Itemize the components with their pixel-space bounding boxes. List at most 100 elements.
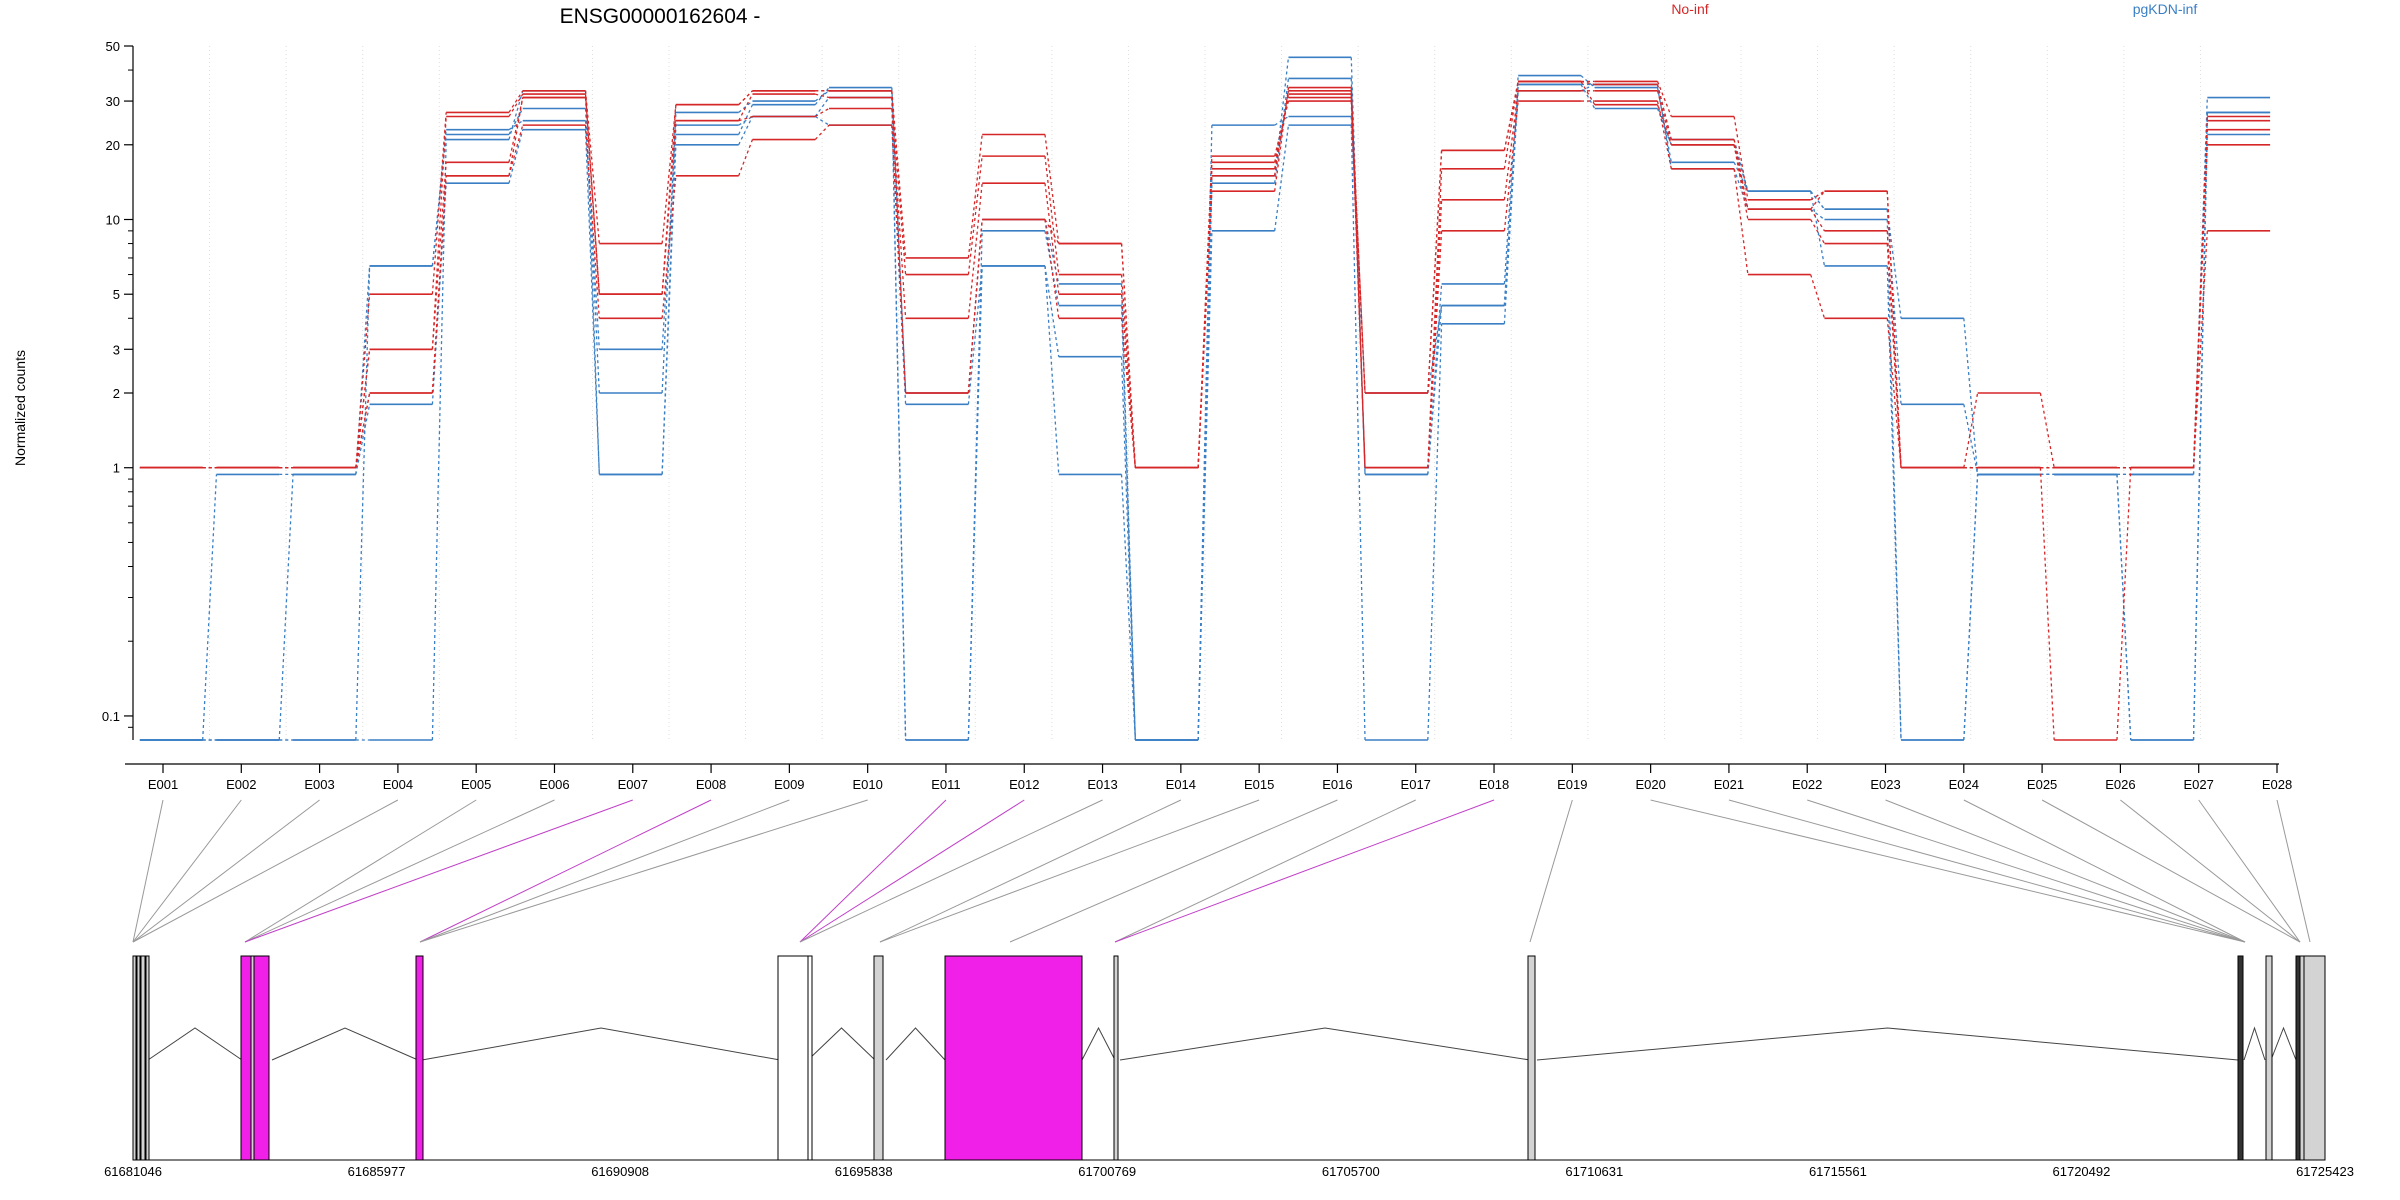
exon-connector bbox=[799, 799, 947, 943]
data-connector bbox=[355, 294, 371, 468]
exon-connector bbox=[132, 799, 242, 943]
data-connector bbox=[1963, 474, 1979, 741]
exon-box bbox=[777, 955, 809, 1161]
coord-label: 61700769 bbox=[1078, 1164, 1136, 1179]
data-connector bbox=[584, 125, 600, 319]
exon-connector bbox=[1114, 799, 1495, 943]
data-connector bbox=[1427, 305, 1443, 394]
data-connector bbox=[1656, 87, 1672, 163]
data-connector bbox=[814, 124, 830, 140]
data-connector bbox=[1580, 80, 1595, 86]
exon-box bbox=[136, 955, 141, 1161]
data-connector bbox=[738, 100, 753, 113]
x-tick-label: E021 bbox=[1714, 777, 1744, 792]
data-connector bbox=[1427, 199, 1443, 468]
data-connector bbox=[508, 120, 524, 131]
exon-connector bbox=[799, 799, 1025, 943]
y-tick-label: 50 bbox=[106, 39, 120, 54]
data-connector bbox=[202, 474, 218, 741]
exon-connector bbox=[132, 799, 399, 943]
data-connector bbox=[1810, 219, 1826, 244]
data-connector bbox=[661, 120, 677, 295]
x-tick-label: E008 bbox=[696, 777, 726, 792]
x-tick-label: E007 bbox=[618, 777, 648, 792]
x-tick-label: E017 bbox=[1401, 777, 1431, 792]
intron-line bbox=[2270, 1026, 2297, 1061]
exon-connector bbox=[1963, 799, 2246, 943]
x-tick-label: E001 bbox=[148, 777, 178, 792]
exon-connectors bbox=[132, 799, 2311, 943]
data-connector bbox=[1503, 90, 1519, 324]
data-connector bbox=[355, 349, 371, 468]
data-connector bbox=[1503, 84, 1519, 306]
exon-box bbox=[1113, 955, 1119, 1161]
series-4 bbox=[139, 80, 2271, 469]
coord-label: 61695838 bbox=[835, 1164, 893, 1179]
y-tick-label: 1 bbox=[113, 461, 120, 476]
data-connector bbox=[891, 97, 907, 741]
legend-no-inf: No-inf bbox=[1671, 1, 1708, 17]
data-connector bbox=[738, 139, 754, 177]
data-connector bbox=[1044, 183, 1060, 295]
data-connector bbox=[1120, 243, 1136, 468]
data-connector bbox=[1810, 208, 1825, 221]
data-connector bbox=[967, 265, 983, 405]
x-tick-label: E016 bbox=[1322, 777, 1352, 792]
intron-line bbox=[1536, 1027, 2239, 1061]
exon-box bbox=[250, 955, 255, 1161]
intron-line bbox=[1119, 1027, 1531, 1061]
data-connector bbox=[661, 112, 677, 394]
coord-label: 61725423 bbox=[2296, 1164, 2354, 1179]
coord-label: 61690908 bbox=[591, 1164, 649, 1179]
x-tick-label: E025 bbox=[2027, 777, 2057, 792]
x-tick-label: E014 bbox=[1166, 777, 1196, 792]
data-connector bbox=[1427, 283, 1443, 475]
data-connector bbox=[1580, 81, 1596, 106]
data-connector bbox=[508, 93, 524, 117]
data-connector bbox=[1580, 83, 1596, 92]
data-connector bbox=[1733, 162, 1749, 192]
data-connector bbox=[508, 97, 524, 176]
exon-connector bbox=[879, 799, 1260, 943]
data-connector bbox=[2039, 392, 2055, 468]
data-connector bbox=[814, 97, 830, 117]
coord-label: 61681046 bbox=[104, 1164, 162, 1179]
exon-connector bbox=[1728, 799, 2246, 943]
x-tick-label: E009 bbox=[774, 777, 804, 792]
exon-connector bbox=[244, 799, 477, 943]
exon-box bbox=[2303, 955, 2326, 1161]
exon-box bbox=[415, 955, 424, 1161]
coord-label: 61705700 bbox=[1322, 1164, 1380, 1179]
data-connector bbox=[508, 90, 524, 113]
coord-label: 61710631 bbox=[1565, 1164, 1623, 1179]
data-connector bbox=[1427, 150, 1443, 394]
data-connector bbox=[1656, 81, 1672, 117]
exon-connector bbox=[799, 799, 1103, 943]
data-connector bbox=[1044, 134, 1060, 244]
data-connector bbox=[1044, 219, 1060, 319]
data-connector bbox=[967, 183, 983, 319]
data-connector bbox=[1120, 318, 1136, 468]
x-tick-label: E020 bbox=[1635, 777, 1665, 792]
data-connector bbox=[1044, 265, 1060, 475]
intron-line bbox=[807, 1027, 876, 1061]
coord-label: 61685977 bbox=[348, 1164, 406, 1179]
data-connector bbox=[738, 115, 753, 126]
y-tick-label: 0.1 bbox=[102, 709, 120, 724]
exon-box bbox=[2299, 955, 2305, 1161]
axes: 0.1 1 2 3 5 10 20 30 50 E001 E002 E003 E004 E005 E006 E… bbox=[102, 39, 2292, 792]
data-connector bbox=[967, 156, 983, 275]
series-3 bbox=[139, 100, 2271, 469]
data-connector bbox=[967, 265, 983, 741]
data-connector bbox=[1350, 94, 1366, 394]
x-tick-label: E023 bbox=[1870, 777, 1900, 792]
intron-line bbox=[147, 1027, 243, 1061]
data-connector bbox=[1886, 318, 1902, 468]
y-axis-label: Normalized counts bbox=[12, 350, 28, 466]
data-connector bbox=[584, 90, 600, 244]
data-connector bbox=[738, 93, 754, 122]
data-connector bbox=[1044, 156, 1060, 275]
data-connector bbox=[815, 93, 830, 99]
grid-lines bbox=[209, 46, 2201, 740]
